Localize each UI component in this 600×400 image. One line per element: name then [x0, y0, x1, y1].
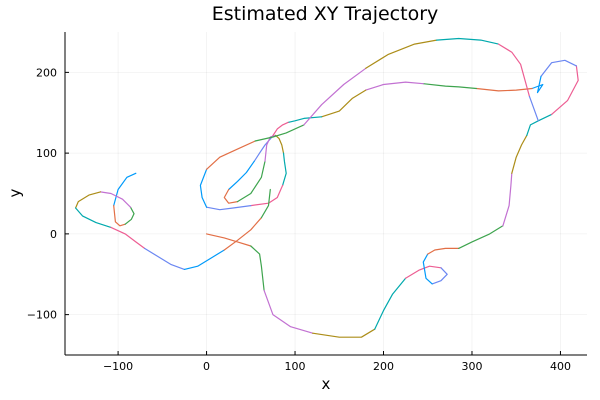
trajectory-segment: [458, 225, 504, 249]
trajectory-segment: [254, 124, 305, 142]
trajectory-segment: [199, 168, 208, 208]
trajectory-segment: [528, 95, 539, 122]
trajectory-segment: [110, 226, 146, 249]
trajectory-segment: [427, 247, 460, 255]
trajectory-segment: [303, 67, 367, 126]
trajectory-segment: [502, 172, 513, 227]
trajectory-segment: [113, 172, 137, 207]
trajectory-segment: [74, 207, 112, 228]
trajectory-segment: [236, 160, 266, 203]
grid: [65, 32, 587, 355]
trajectory-segment: [526, 113, 553, 136]
trajectory-segment: [475, 87, 533, 92]
trajectory-segment: [206, 140, 256, 170]
trajectory-segment: [183, 249, 225, 270]
trajectory-segment: [223, 217, 262, 251]
trajectory-segment: [321, 89, 367, 118]
trajectory-segment: [250, 245, 265, 291]
trajectory-segment: [282, 152, 287, 186]
trajectory-segment: [365, 81, 424, 91]
trajectory-segment: [531, 75, 544, 94]
trajectory-segment: [74, 191, 102, 209]
trajectory-segment: [113, 205, 126, 227]
trajectory-segment: [550, 65, 579, 116]
trajectory-segment: [511, 134, 528, 174]
trajectory-segment: [271, 121, 289, 138]
trajectory-segment: [436, 37, 500, 45]
x-axis-label: x: [322, 375, 331, 393]
trajectory-segment: [374, 277, 407, 330]
trajectory-segment: [422, 83, 477, 90]
trajectory-segment: [228, 160, 255, 191]
trajectory-segment: [287, 116, 323, 124]
y-tick-label: −100: [27, 309, 57, 322]
x-tick-label: 100: [285, 360, 306, 373]
trajectory-segment: [144, 247, 185, 270]
trajectory-segment: [312, 328, 376, 338]
x-ticks: −100 0 100 200 300 400: [103, 351, 571, 373]
trajectory-segment: [431, 267, 448, 285]
trajectory-segment: [365, 39, 438, 69]
y-axis-label: y: [6, 188, 24, 197]
trajectory-segment: [206, 233, 252, 247]
x-tick-label: −100: [103, 360, 133, 373]
trajectory-segment: [99, 191, 132, 208]
x-tick-label: 200: [373, 360, 394, 373]
y-tick-label: 0: [50, 228, 57, 241]
y-ticks: −100 0 100 200: [27, 66, 69, 322]
x-tick-label: 300: [461, 360, 482, 373]
trajectory-segment: [497, 43, 531, 98]
trajectory-line: [74, 37, 579, 338]
trajectory-segment: [223, 188, 239, 204]
x-tick-label: 400: [550, 360, 571, 373]
trajectory-segment: [422, 253, 433, 285]
y-tick-label: 200: [36, 66, 57, 79]
chart-title: Estimated XY Trajectory: [212, 3, 439, 25]
y-tick-label: 100: [36, 147, 57, 160]
trajectory-segment: [540, 59, 578, 78]
trajectory-segment: [206, 205, 252, 211]
trajectory-segment: [275, 134, 285, 154]
trajectory-segment: [250, 184, 284, 207]
x-tick-label: 0: [203, 360, 210, 373]
trajectory-segment: [260, 188, 271, 219]
trajectory-segment: [264, 134, 277, 162]
trajectory-segment: [124, 206, 135, 225]
trajectory-segment: [263, 289, 314, 334]
trajectory-segment: [405, 265, 442, 279]
